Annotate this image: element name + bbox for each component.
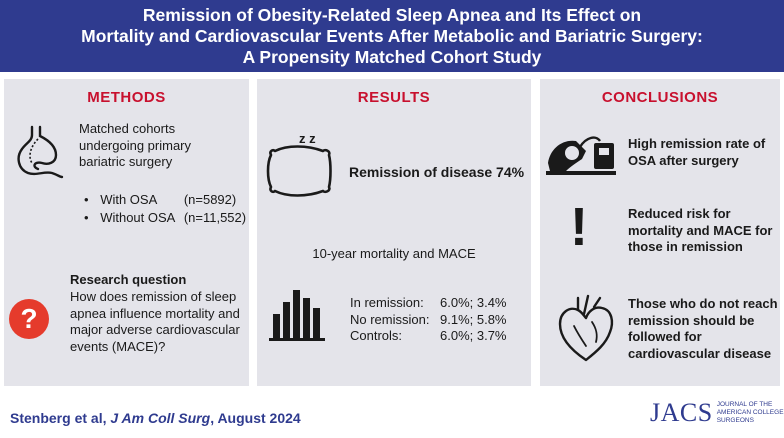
stat-value: 9.1%; 5.8% bbox=[440, 311, 507, 327]
stomach-icon bbox=[17, 125, 64, 179]
question-mark: ? bbox=[20, 303, 38, 334]
pillow-sleep-icon bbox=[266, 145, 332, 197]
conclusion-2: Reduced risk for mortality and MACE for … bbox=[628, 206, 773, 254]
sleep-z-text: z z bbox=[299, 131, 316, 146]
stat-value: 6.0%; 3.4% bbox=[440, 295, 507, 310]
bullet: • bbox=[84, 192, 89, 207]
title-banner: Remission of Obesity-Related Sleep Apnea… bbox=[0, 0, 784, 72]
stat-label: No remission: bbox=[350, 311, 430, 327]
citation-authors: Stenberg et al, bbox=[10, 410, 107, 426]
research-question-title: Research question bbox=[70, 272, 187, 287]
stat-label: In remission: bbox=[350, 295, 424, 310]
methods-panel: METHODS Matched cohorts undergoing prima… bbox=[4, 79, 249, 386]
group-count: (n=11,552) bbox=[183, 210, 247, 225]
cpap-sleeper-icon bbox=[546, 136, 616, 175]
stat-label: Controls: bbox=[350, 328, 403, 343]
methods-title: METHODS bbox=[87, 89, 166, 106]
stat-value: 6.0%; 3.7% bbox=[440, 328, 507, 343]
group-row-without-osa: • Without OSA (n=11,552) bbox=[84, 210, 246, 227]
remission-label: Remission of disease 74% bbox=[349, 164, 525, 180]
title-line-2: Mortality and Cardiovascular Events Afte… bbox=[81, 26, 703, 46]
bullet: • bbox=[84, 210, 89, 225]
jacs-logo-subtitle: JOURNAL OF THE AMERICAN COLLEGE OF SURGE… bbox=[716, 401, 784, 424]
conclusions-title: CONCLUSIONS bbox=[601, 89, 719, 106]
conclusion-3: Those who do not reach remission should … bbox=[628, 296, 778, 361]
exclamation-icon: ! bbox=[570, 197, 588, 257]
heart-icon bbox=[558, 294, 614, 362]
citation: Stenberg et al, J Am Coll Surg, August 2… bbox=[10, 410, 301, 426]
stat-row-no-remission: No remission: 9.1%; 5.8% bbox=[350, 312, 507, 329]
stats-table: In remission: 6.0%; 3.4% No remission: 9… bbox=[350, 295, 507, 345]
stat-row-controls: Controls: 6.0%; 3.7% bbox=[350, 328, 507, 345]
title-line-1: Remission of Obesity-Related Sleep Apnea… bbox=[142, 5, 642, 25]
sleep-z-icon: z z bbox=[299, 131, 316, 146]
mortality-label: 10-year mortality and MACE bbox=[312, 246, 476, 261]
conclusions-panel: CONCLUSIONS High remission rate of OSA a… bbox=[540, 79, 780, 386]
conclusion-1: High remission rate of OSA after surgery bbox=[628, 136, 766, 168]
group-count: (n=5892) bbox=[183, 192, 237, 207]
cohort-description: Matched cohorts undergoing primary baria… bbox=[79, 121, 192, 169]
group-row-with-osa: • With OSA (n=5892) bbox=[84, 192, 236, 209]
group-label: With OSA bbox=[100, 192, 158, 207]
research-question-text: How does remission of sleep apnea influe… bbox=[70, 289, 240, 354]
results-title: RESULTS bbox=[357, 89, 431, 106]
jacs-logo: JACS JOURNAL OF THE AMERICAN COLLEGE OF … bbox=[650, 398, 784, 428]
question-icon: ? bbox=[9, 299, 49, 339]
citation-journal: J Am Coll Surg bbox=[110, 410, 211, 426]
stat-row-in-remission: In remission: 6.0%; 3.4% bbox=[350, 295, 507, 312]
title-line-3: A Propensity Matched Cohort Study bbox=[242, 47, 542, 67]
exclamation-mark: ! bbox=[570, 197, 588, 257]
group-label: Without OSA bbox=[100, 210, 176, 225]
jacs-logo-word: JACS bbox=[650, 398, 713, 427]
citation-date: , August 2024 bbox=[210, 410, 301, 426]
results-panel: RESULTS z z Remission of disease 74% 10-… bbox=[257, 79, 531, 386]
bar-chart-icon bbox=[269, 290, 325, 341]
